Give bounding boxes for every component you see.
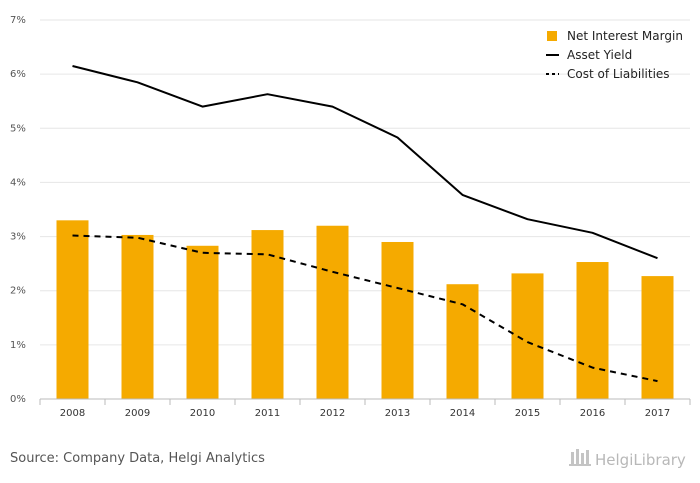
legend-label: Asset Yield [567, 48, 632, 62]
bar [511, 273, 544, 399]
source-note: Source: Company Data, Helgi Analytics [10, 451, 265, 466]
bar [576, 262, 609, 399]
library-icon [569, 449, 591, 466]
bar [121, 234, 154, 399]
x-tick-label: 2013 [385, 408, 410, 419]
x-tick-label: 2009 [125, 408, 150, 419]
bar [381, 241, 414, 399]
bar [251, 230, 284, 399]
y-tick-label: 1% [10, 340, 26, 351]
x-axis: 2008 2009 2010 2011 2012 2013 2014 2015 2016 2017 [39, 398, 691, 419]
y-tick-label: 4% [10, 177, 26, 188]
legend-swatch-net-interest-margin [547, 31, 557, 41]
x-tick-label: 2008 [60, 408, 85, 419]
x-tick-label: 2011 [255, 408, 280, 419]
x-tick-label: 2014 [450, 408, 475, 419]
legend-label: Net Interest Margin [567, 29, 683, 43]
line-series [72, 65, 658, 383]
y-tick-label: 5% [10, 123, 26, 134]
x-tick-label: 2010 [190, 408, 215, 419]
y-tick-label: 6% [10, 69, 26, 80]
x-tick-label: 2016 [580, 408, 605, 419]
asset-yield-line [72, 65, 658, 260]
y-axis-ticks: 0% 1% 2% 3% 4% 5% 6% 7% [10, 15, 26, 405]
y-tick-label: 2% [10, 286, 26, 297]
bar [316, 225, 349, 399]
x-tick-label: 2012 [320, 408, 345, 419]
x-tick-label: 2015 [515, 408, 540, 419]
bar [56, 220, 89, 399]
legend: Net Interest Margin Asset Yield Cost of Li… [546, 29, 683, 81]
y-tick-label: 0% [10, 394, 26, 405]
x-tick-label: 2017 [645, 408, 670, 419]
brand-name: HelgiLibrary [595, 451, 686, 469]
cost-of-liabilities-line [72, 234, 658, 383]
legend-label: Cost of Liabilities [567, 67, 670, 81]
bar [186, 245, 219, 399]
bar-series [56, 220, 674, 399]
y-tick-label: 3% [10, 232, 26, 243]
brand-logo: HelgiLibrary [569, 449, 686, 469]
y-tick-label: 7% [10, 15, 26, 26]
